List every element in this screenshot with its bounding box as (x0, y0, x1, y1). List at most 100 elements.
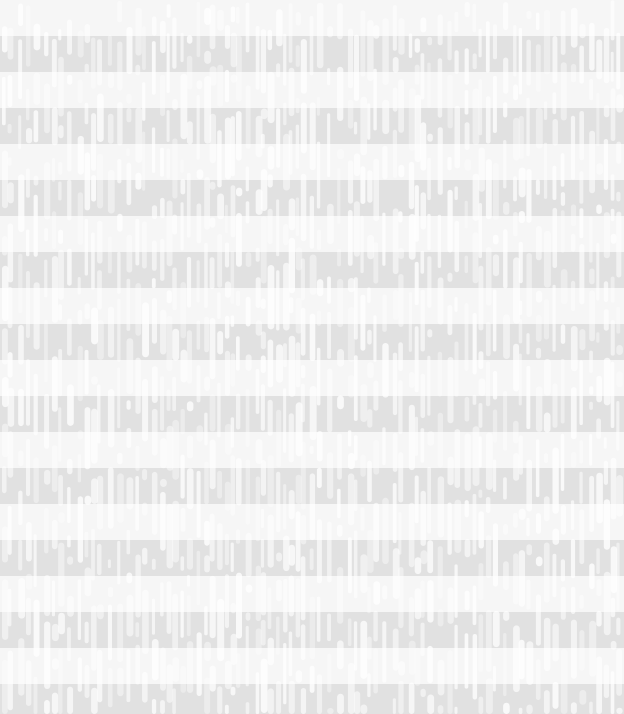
drip-streak (77, 79, 83, 104)
drip-streak (478, 378, 486, 396)
drip-streak (67, 248, 72, 286)
drip-streak (420, 289, 425, 352)
drip-streak (447, 272, 453, 282)
drip-streak (135, 283, 142, 336)
drip-streak (230, 686, 236, 696)
drip-streak (596, 375, 602, 403)
drip-streak (603, 212, 610, 259)
drip-streak (255, 277, 261, 308)
drip-streak (503, 702, 510, 714)
drip-streak (58, 304, 62, 321)
drip-streak (398, 164, 405, 178)
drip-streak (33, 676, 38, 714)
drip-streak (255, 476, 261, 542)
drip-streak (503, 633, 507, 697)
drip-streak (196, 320, 201, 350)
drip-streak (58, 648, 63, 714)
drip-streak (382, 145, 388, 180)
drip-streak (204, 376, 210, 391)
drip-streak (107, 169, 115, 214)
drip-streak (560, 153, 565, 187)
drip-streak (217, 9, 224, 31)
drip-streak (126, 108, 132, 123)
drip-streak (596, 39, 603, 80)
drip-streak (77, 135, 84, 175)
drip-streak (186, 538, 193, 570)
drip-streak (180, 202, 184, 251)
drip-streak (437, 277, 444, 325)
drip-streak (224, 117, 232, 180)
drip-streak (472, 493, 477, 555)
drip-streak (552, 383, 558, 428)
drip-streak (353, 479, 358, 511)
drip-streak (107, 467, 114, 529)
drip-streak (224, 281, 231, 298)
drip-streak (327, 26, 334, 38)
drip-streak (126, 162, 132, 206)
drip-streak (160, 700, 165, 714)
drip-streak (560, 433, 565, 491)
drip-streak (603, 437, 607, 449)
drip-streak (408, 404, 415, 471)
drip-streak (610, 546, 618, 594)
drip-streak (596, 243, 600, 301)
drip-streak (196, 169, 204, 180)
drip-streak (288, 237, 295, 294)
drip-streak (255, 247, 260, 262)
drip-streak (77, 454, 81, 483)
drip-streak (420, 688, 426, 697)
drip-streak (91, 605, 97, 671)
drip-streak (526, 544, 532, 556)
drip-streak (382, 294, 387, 332)
drip-streak (616, 371, 623, 388)
drip-streak (245, 532, 252, 578)
drip-streak (414, 588, 422, 620)
drip-streak (560, 586, 566, 620)
drip-streak (2, 236, 8, 256)
drip-streak (267, 587, 272, 630)
drip-streak (327, 452, 334, 499)
drip-streak (18, 490, 23, 526)
drip-streak (603, 499, 610, 550)
drip-streak (367, 20, 374, 82)
drip-streak (224, 481, 231, 511)
drip-streak (283, 484, 287, 530)
drip-streak (7, 431, 14, 478)
drip-streak (398, 211, 403, 223)
drip-streak (420, 428, 425, 463)
drip-streak (209, 4, 216, 50)
drip-streak (616, 191, 621, 202)
drip-streak (478, 28, 482, 58)
drip-streak (166, 664, 173, 703)
drip-streak (526, 10, 532, 20)
drip-streak (373, 581, 380, 605)
drip-streak (589, 401, 593, 410)
drip-streak (84, 24, 91, 44)
drip-streak (67, 384, 74, 426)
drip-streak (84, 621, 89, 644)
drip-streak (464, 590, 470, 611)
drip-streak (414, 647, 421, 686)
drip-streak (589, 386, 594, 395)
drip-streak (126, 278, 131, 331)
drip-streak (347, 453, 355, 470)
drip-streak (353, 435, 358, 461)
drip-streak (485, 535, 492, 578)
drip-streak (135, 476, 139, 531)
drip-streak (107, 586, 114, 598)
drip-streak (142, 379, 149, 442)
drip-streak (97, 543, 102, 576)
drip-streak (392, 208, 399, 275)
drip-streak (492, 24, 497, 60)
drip-streak (160, 376, 165, 431)
drip-streak (503, 561, 509, 590)
drip-streak (552, 36, 558, 84)
drip-streak (260, 216, 267, 284)
drip-streak (151, 598, 155, 635)
drip-streak (7, 287, 13, 329)
drip-streak (18, 638, 25, 696)
drip-streak (327, 68, 331, 86)
drip-streak (420, 373, 426, 419)
drip-streak (382, 621, 387, 683)
drip-streak (204, 641, 211, 662)
